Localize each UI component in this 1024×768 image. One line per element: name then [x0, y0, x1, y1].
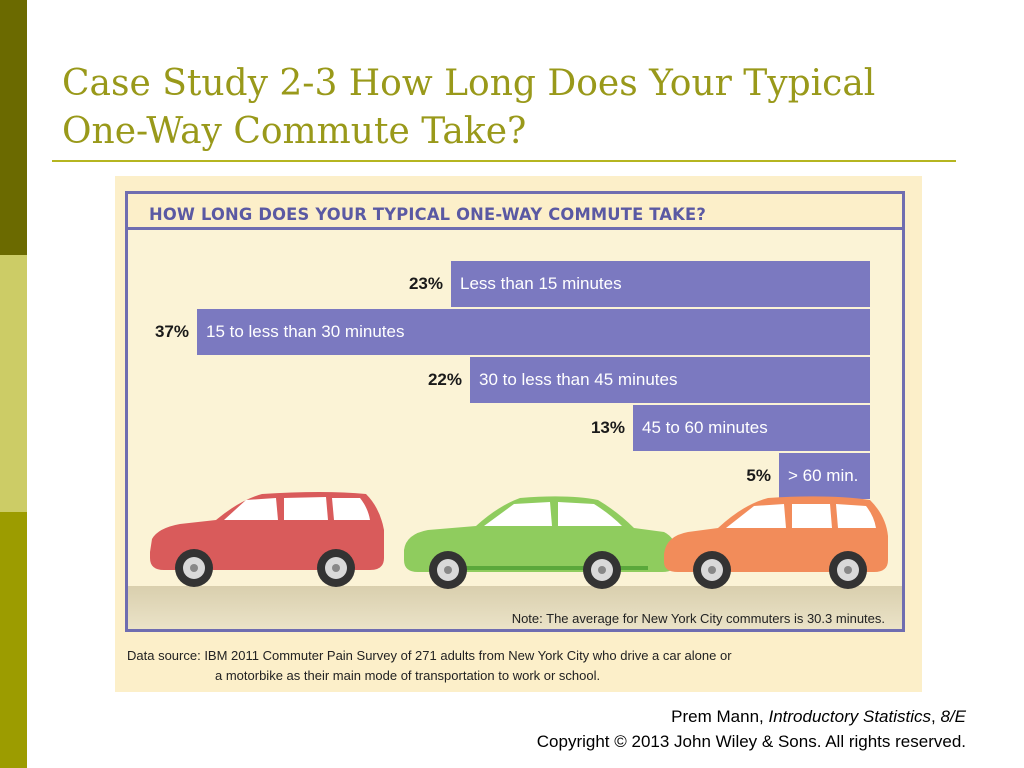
bar-label-4: 45 to 60 minutes: [642, 418, 768, 437]
red-car: [150, 492, 384, 587]
credit-copyright: Copyright © 2013 John Wiley & Sons. All …: [536, 732, 966, 751]
value-label-1: 23%: [408, 274, 443, 293]
bar-label-3: 30 to less than 45 minutes: [479, 370, 678, 389]
data-source-line2: a motorbike as their main mode of transp…: [215, 668, 601, 683]
slide-title: Case Study 2-3 How Long Does Your Typica…: [62, 60, 962, 156]
value-label-2: 37%: [154, 322, 189, 341]
side-band-middle: [0, 255, 27, 512]
title-rule: [52, 160, 956, 162]
cars-illustration: [150, 492, 888, 589]
chart-frame: HOW LONG DOES YOUR TYPICAL ONE-WAY COMMU…: [125, 191, 905, 632]
bar-3: [470, 357, 870, 403]
credit-book: Introductory Statistics: [768, 707, 932, 726]
value-label-5: 5%: [746, 466, 771, 485]
orange-car: [664, 496, 888, 589]
value-label-4: 13%: [590, 418, 625, 437]
data-source-line1: Data source: IBM 2011 Commuter Pain Surv…: [127, 648, 732, 663]
bar-2: [197, 309, 870, 355]
chart-header: HOW LONG DOES YOUR TYPICAL ONE-WAY COMMU…: [128, 194, 902, 230]
bar-label-5: > 60 min.: [788, 466, 859, 485]
green-car: [404, 496, 676, 589]
chart-note: Note: The average for New York City comm…: [511, 611, 885, 626]
side-band-top: [0, 0, 27, 255]
value-label-3: 22%: [427, 370, 462, 389]
bar-label-2: 15 to less than 30 minutes: [206, 322, 405, 341]
bar-label-1: Less than 15 minutes: [460, 274, 622, 293]
bar-1: [451, 261, 870, 307]
credit-line1: Prem Mann, Introductory Statistics, 8/E: [671, 707, 966, 726]
chart-title: HOW LONG DOES YOUR TYPICAL ONE-WAY COMMU…: [149, 205, 707, 225]
chart-figure: HOW LONG DOES YOUR TYPICAL ONE-WAY COMMU…: [115, 176, 922, 692]
credit-edition: 8/E: [940, 707, 966, 726]
slide-title-line2: One-Way Commute Take?: [62, 111, 527, 152]
credit: Prem Mann, Introductory Statistics, 8/E …: [537, 704, 966, 754]
road-ground: [128, 586, 902, 629]
credit-author: Prem Mann,: [671, 707, 764, 726]
slide-title-line1: Case Study 2-3 How Long Does Your Typica…: [62, 63, 876, 104]
side-band-bottom: [0, 512, 27, 768]
data-source: Data source: IBM 2011 Commuter Pain Surv…: [127, 646, 732, 686]
bar-4: [633, 405, 870, 451]
bar-5: [779, 453, 870, 499]
